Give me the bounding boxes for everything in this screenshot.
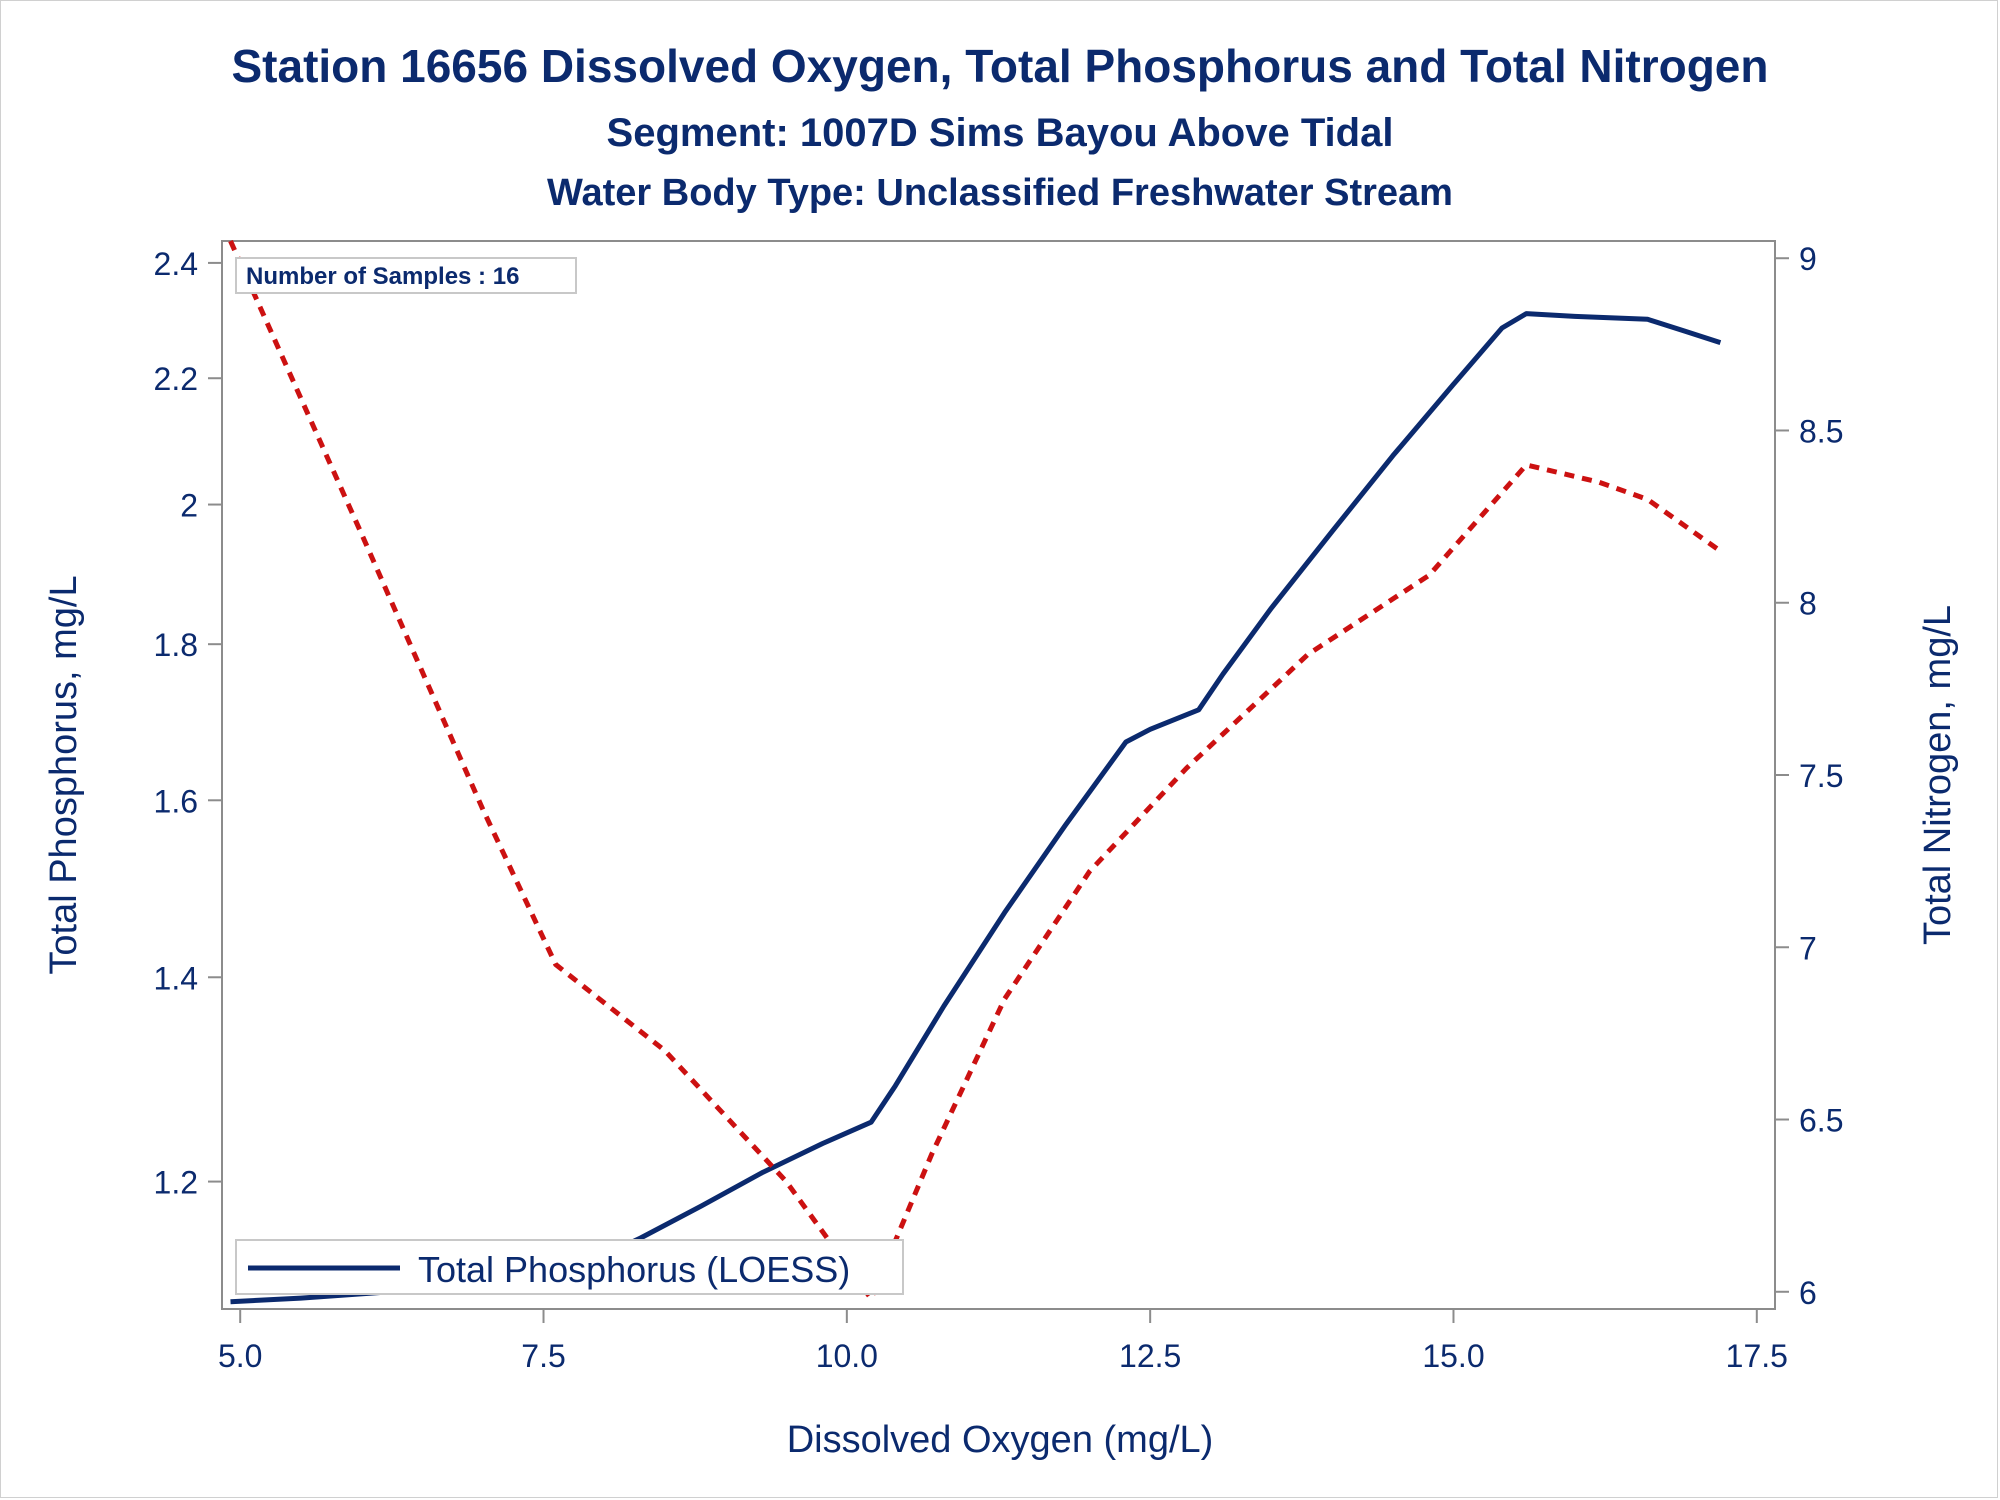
series-line-total-phosphorus (230, 311, 1722, 1305)
plot-area (221, 240, 1776, 1310)
y2-tick-label: 7 (1799, 930, 1817, 966)
x-tick-label: 10.0 (816, 1338, 878, 1374)
y2-axis-label: Total Nitrogen, mg/L (1917, 605, 1959, 945)
y-tick-label: 1.2 (154, 1165, 198, 1201)
chart-subtitle-2: Water Body Type: Unclassified Freshwater… (547, 172, 1453, 214)
sample-count-label: Number of Samples : 16 (246, 263, 519, 290)
y2-tick-label: 8 (1799, 586, 1817, 622)
y-tick-label: 1.6 (154, 783, 198, 819)
x-axis-ticks: 5.0 7.5 10.0 12.5 15.0 17.5 (218, 1309, 1788, 1374)
x-tick-label: 5.0 (218, 1338, 262, 1374)
x-tick-label: 7.5 (521, 1338, 565, 1374)
series-line-total-nitrogen (228, 239, 1722, 1302)
x-tick-label: 15.0 (1422, 1338, 1484, 1374)
x-axis-label: Dissolved Oxygen (mg/L) (787, 1419, 1214, 1461)
legend: Total Phosphorus (LOESS) (235, 1239, 904, 1295)
x-tick-label: 17.5 (1726, 1338, 1788, 1374)
y-tick-label: 2.2 (154, 361, 198, 397)
y2-tick-label: 7.5 (1799, 758, 1843, 794)
y2-tick-label: 9 (1799, 241, 1817, 277)
legend-label-total-phosphorus: Total Phosphorus (LOESS) (418, 1249, 850, 1290)
y-axis-ticks: 1.2 1.4 1.6 1.8 2 2.2 2.4 (154, 246, 222, 1201)
chart-subtitle: Segment: 1007D Sims Bayou Above Tidal (607, 111, 1394, 155)
y2-axis-ticks: 6 6.5 7 7.5 8 8.5 9 (1775, 241, 1843, 1311)
y-tick-label: 1.4 (154, 960, 198, 996)
y2-tick-label: 8.5 (1799, 413, 1843, 449)
y2-tick-label: 6.5 (1799, 1103, 1843, 1139)
y2-tick-label: 6 (1799, 1275, 1817, 1311)
y-tick-label: 2.4 (154, 246, 198, 282)
sample-count-box: Number of Samples : 16 (235, 257, 577, 294)
chart-title: Station 16656 Dissolved Oxygen, Total Ph… (231, 40, 1768, 92)
y-tick-label: 1.8 (154, 627, 198, 663)
x-tick-label: 12.5 (1119, 1338, 1181, 1374)
series-layer (228, 239, 1722, 1305)
y-tick-label: 2 (180, 488, 198, 524)
y-axis-label: Total Phosphorus, mg/L (43, 575, 85, 974)
